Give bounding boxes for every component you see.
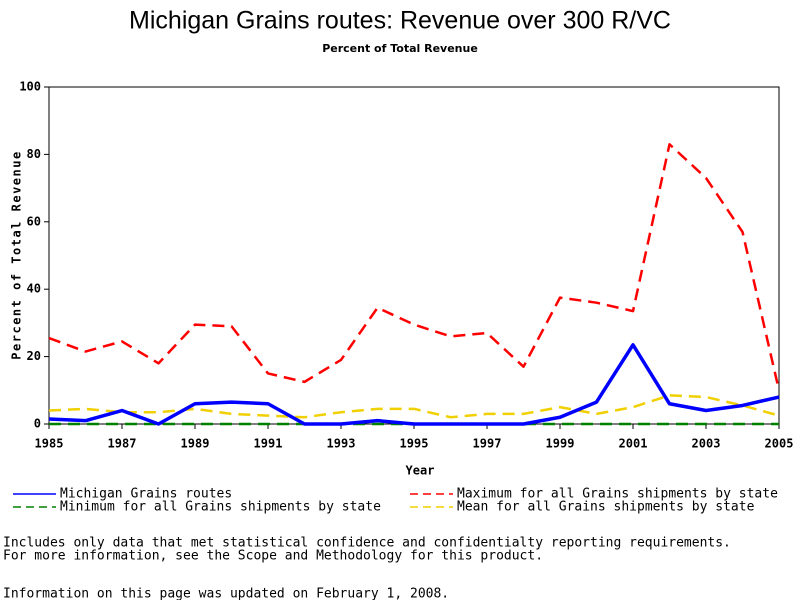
y-tick-label: 80 bbox=[27, 147, 41, 161]
legend-label: Maximum for all Grains shipments by stat… bbox=[457, 487, 778, 502]
x-tick-label: 2003 bbox=[692, 437, 721, 451]
chart-title: Michigan Grains routes: Revenue over 300… bbox=[129, 7, 671, 35]
series-line bbox=[48, 394, 780, 419]
legend-label: Mean for all Grains shipments by state bbox=[457, 500, 755, 515]
x-axis-label: Year bbox=[406, 464, 435, 478]
x-tick-label: 2001 bbox=[619, 437, 648, 451]
x-tick-label: 2005 bbox=[765, 437, 794, 451]
y-tick-label: 60 bbox=[27, 214, 41, 228]
legend-label: Michigan Grains routes bbox=[60, 487, 232, 502]
x-tick-label: 1987 bbox=[108, 437, 137, 451]
series-line bbox=[48, 343, 780, 426]
x-tick-label: 1991 bbox=[254, 437, 283, 451]
x-tick-label: 1989 bbox=[181, 437, 210, 451]
series-line bbox=[48, 143, 781, 391]
y-tick-label: 0 bbox=[34, 417, 41, 431]
x-tick-label: 1999 bbox=[546, 437, 575, 451]
note: Includes only data that met statistical … bbox=[3, 536, 731, 551]
x-tick-label: 1993 bbox=[327, 437, 356, 451]
x-tick-label: 1995 bbox=[400, 437, 429, 451]
y-axis-label: Percent of Total Revenue bbox=[10, 150, 24, 359]
legend-label: Minimum for all Grains shipments by stat… bbox=[60, 500, 381, 515]
note: Information on this page was updated on … bbox=[3, 587, 449, 600]
note: For more information, see the Scope and … bbox=[3, 549, 543, 564]
y-tick-label: 20 bbox=[27, 349, 41, 363]
chart-subtitle: Percent of Total Revenue bbox=[322, 42, 478, 55]
x-tick-label: 1985 bbox=[35, 437, 64, 451]
y-tick-label: 100 bbox=[19, 80, 41, 94]
y-tick-label: 40 bbox=[27, 282, 41, 296]
x-tick-label: 1997 bbox=[473, 437, 502, 451]
plot-frame bbox=[48, 86, 780, 425]
